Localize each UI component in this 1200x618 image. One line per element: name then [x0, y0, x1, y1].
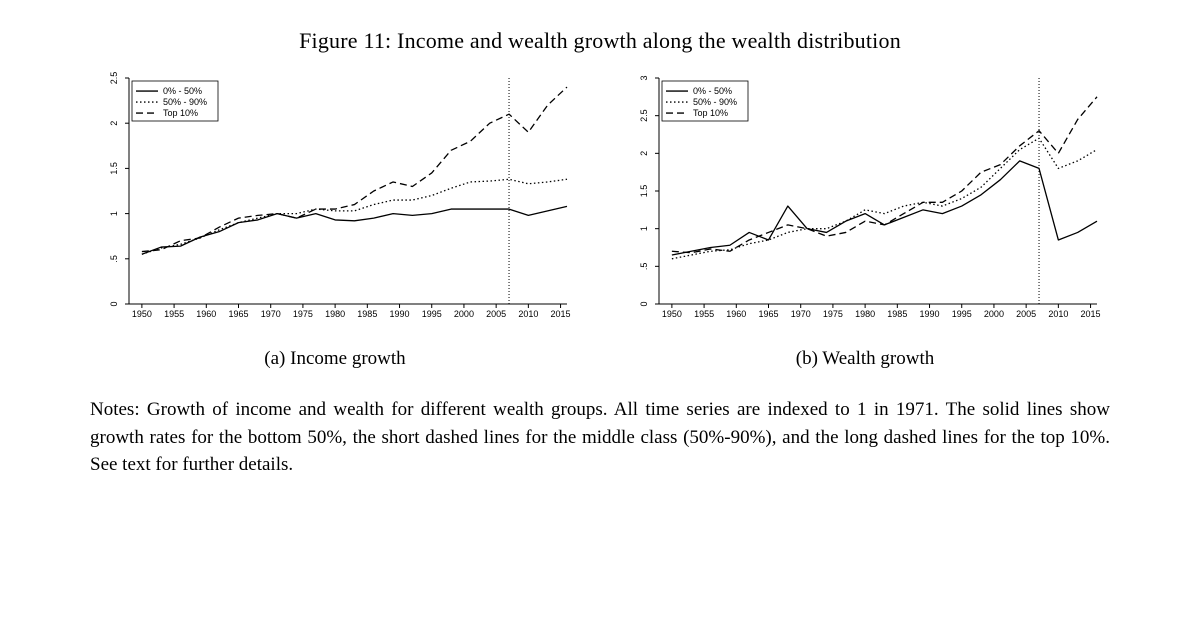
svg-text:1985: 1985: [887, 309, 907, 319]
svg-text:2.5: 2.5: [639, 109, 649, 122]
svg-text:1960: 1960: [726, 309, 746, 319]
svg-text:1965: 1965: [228, 309, 248, 319]
svg-text:.5: .5: [639, 263, 649, 271]
svg-text:1985: 1985: [357, 309, 377, 319]
svg-text:1975: 1975: [823, 309, 843, 319]
svg-text:1980: 1980: [325, 309, 345, 319]
svg-text:1995: 1995: [952, 309, 972, 319]
svg-text:1: 1: [109, 211, 119, 216]
panel-b: 0 .5 1 1.5 2 2.5 3 1950 1955 1960 1965 1970 1975 1980…: [620, 72, 1110, 370]
svg-text:50% - 90%: 50% - 90%: [693, 97, 737, 107]
panel-a-caption: (a) Income growth: [264, 348, 405, 370]
figure-page: Figure 11: Income and wealth growth alon…: [0, 0, 1200, 618]
svg-text:1990: 1990: [920, 309, 940, 319]
panel-a: 0 .5 1 1.5 2 2.5 1950 1955 1960 1965 1970 1975 1980 1…: [90, 72, 580, 370]
svg-text:1970: 1970: [261, 309, 281, 319]
svg-text:.5: .5: [109, 255, 119, 263]
svg-text:1955: 1955: [164, 309, 184, 319]
svg-text:2: 2: [109, 121, 119, 126]
svg-text:50% - 90%: 50% - 90%: [163, 97, 207, 107]
svg-text:2015: 2015: [1081, 309, 1101, 319]
svg-text:0: 0: [109, 301, 119, 306]
svg-text:Top 10%: Top 10%: [693, 108, 728, 118]
svg-text:2.5: 2.5: [109, 72, 119, 84]
svg-text:1950: 1950: [662, 309, 682, 319]
svg-text:2010: 2010: [518, 309, 538, 319]
svg-text:2000: 2000: [454, 309, 474, 319]
svg-text:1.5: 1.5: [639, 185, 649, 198]
income-growth-chart: 0 .5 1 1.5 2 2.5 1950 1955 1960 1965 1970 1975 1980 1…: [95, 72, 575, 332]
svg-text:1: 1: [639, 226, 649, 231]
svg-text:1970: 1970: [791, 309, 811, 319]
svg-text:1990: 1990: [390, 309, 410, 319]
svg-text:0: 0: [639, 301, 649, 306]
svg-text:1960: 1960: [196, 309, 216, 319]
svg-text:0% - 50%: 0% - 50%: [163, 86, 202, 96]
svg-text:2010: 2010: [1048, 309, 1068, 319]
svg-text:2015: 2015: [551, 309, 571, 319]
svg-text:1.5: 1.5: [109, 162, 119, 175]
svg-text:3: 3: [639, 75, 649, 80]
svg-text:0% - 50%: 0% - 50%: [693, 86, 732, 96]
svg-text:1955: 1955: [694, 309, 714, 319]
svg-text:2005: 2005: [486, 309, 506, 319]
figure-title: Figure 11: Income and wealth growth alon…: [90, 28, 1110, 54]
figure-notes: Notes: Growth of income and wealth for d…: [90, 396, 1110, 479]
svg-text:2005: 2005: [1016, 309, 1036, 319]
svg-text:1980: 1980: [855, 309, 875, 319]
svg-text:2: 2: [639, 151, 649, 156]
panel-b-caption: (b) Wealth growth: [796, 348, 934, 370]
svg-text:1995: 1995: [422, 309, 442, 319]
svg-text:Top 10%: Top 10%: [163, 108, 198, 118]
panels-row: 0.511.522.519501955196019651970197519801…: [90, 72, 1110, 370]
svg-text:2000: 2000: [984, 309, 1004, 319]
wealth-growth-chart: 0 .5 1 1.5 2 2.5 3 1950 1955 1960 1965 1970 1975 1980…: [625, 72, 1105, 332]
svg-text:1965: 1965: [758, 309, 778, 319]
svg-text:1975: 1975: [293, 309, 313, 319]
svg-text:1950: 1950: [132, 309, 152, 319]
